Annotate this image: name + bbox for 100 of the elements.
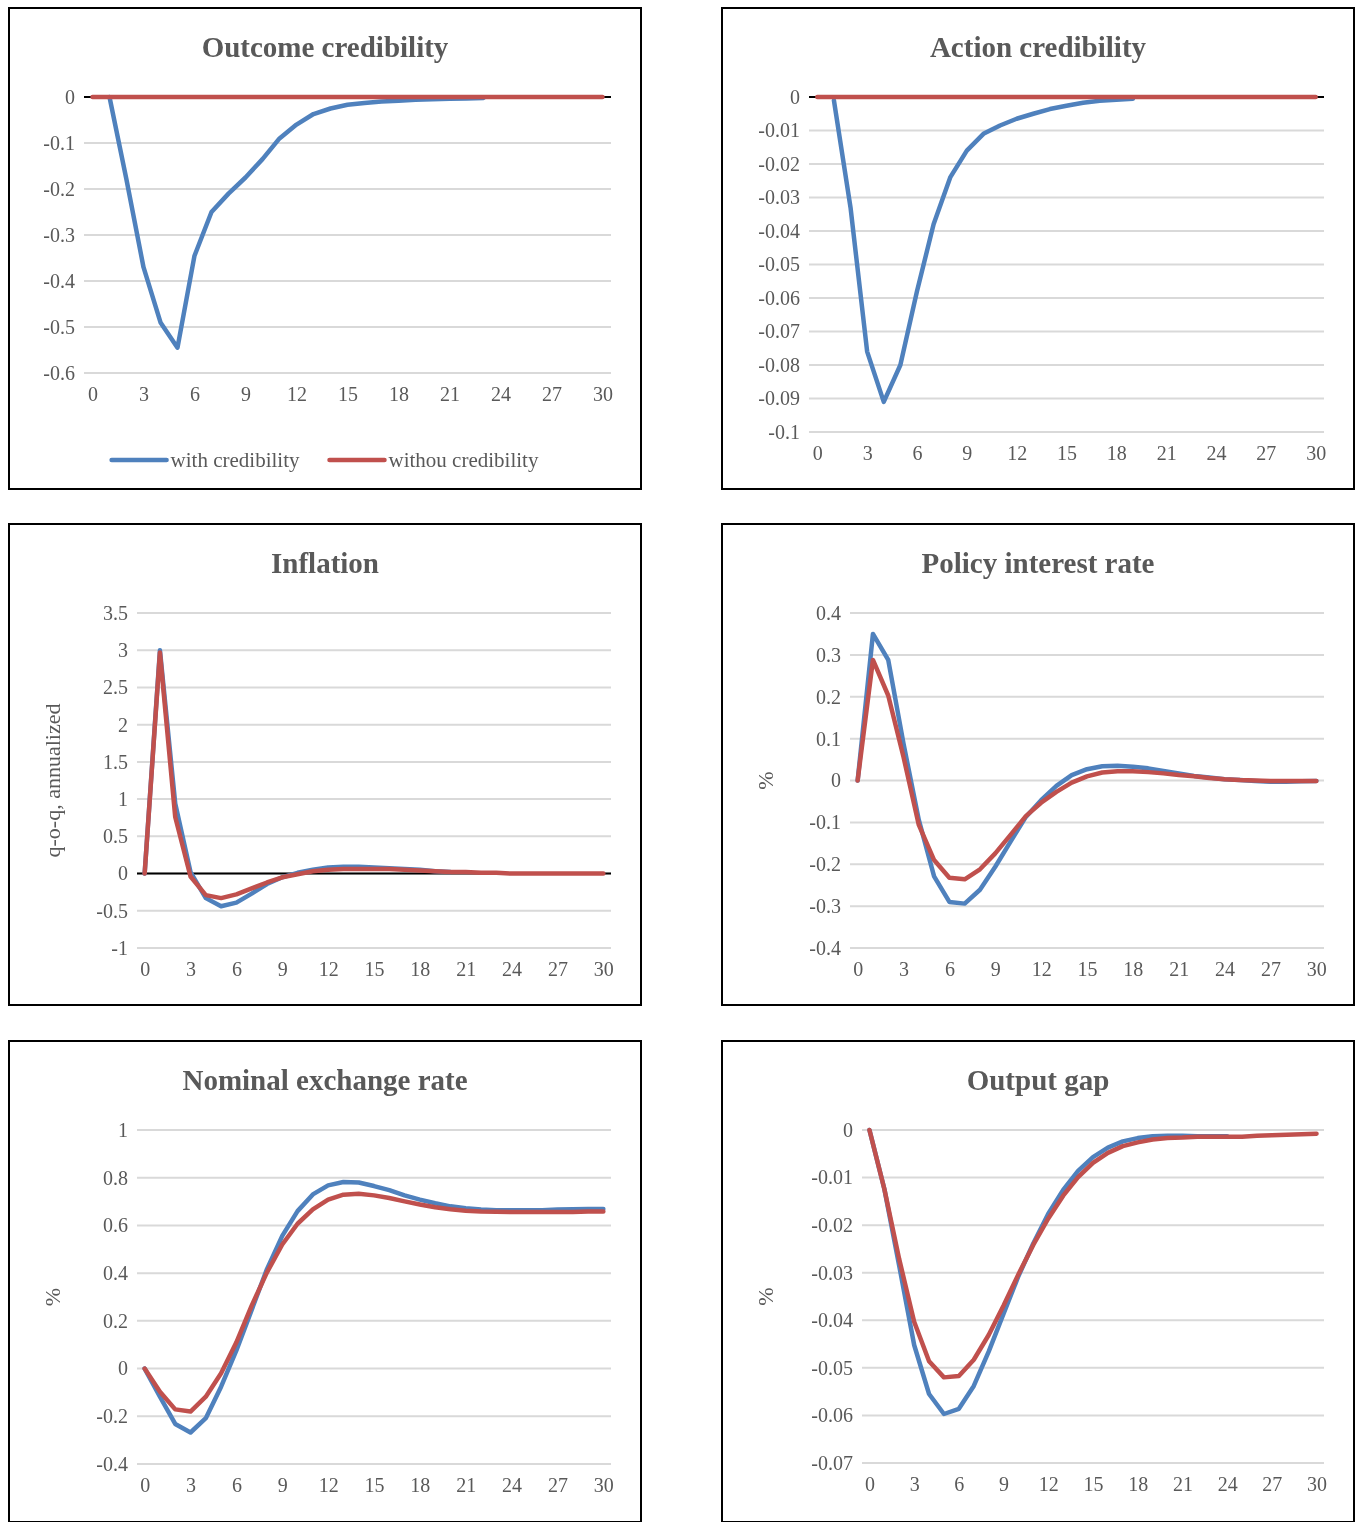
legend-label: with credibility <box>170 448 300 472</box>
y-tick-label: -0.3 <box>43 223 75 246</box>
y-tick-label: 0 <box>118 1357 128 1380</box>
x-tick-label: 24 <box>1217 1473 1238 1496</box>
y-tick-label: 1 <box>118 788 128 811</box>
y-tick-label: -0.3 <box>809 895 841 918</box>
line-series <box>867 1127 1319 1380</box>
legend-label: withou credibility <box>388 448 539 472</box>
x-tick-label: 24 <box>491 383 511 406</box>
y-tick-label: -0.01 <box>811 1166 853 1189</box>
x-tick-label: 21 <box>456 1474 477 1497</box>
y-tick-label: 0.4 <box>103 1262 128 1285</box>
x-tick-label: 30 <box>1306 442 1327 465</box>
y-tick-label: -0.5 <box>96 899 128 922</box>
y-tick-label: 0 <box>831 769 841 792</box>
y-tick-label: 0.2 <box>103 1309 128 1332</box>
y-tick-label: -0.2 <box>809 853 841 876</box>
x-tick-label: 3 <box>139 383 149 406</box>
x-tick-label: 15 <box>364 1474 385 1497</box>
chart-title: Action credibility <box>929 31 1147 63</box>
y-tick-label: -0.6 <box>43 361 75 384</box>
x-tick-label: 18 <box>1123 958 1144 981</box>
y-tick-label: 0 <box>118 862 128 885</box>
x-tick-label: 9 <box>277 958 288 981</box>
x-tick-label: 18 <box>1128 1473 1149 1496</box>
x-tick-label: 30 <box>1307 1473 1328 1496</box>
chart-title: Output gap <box>966 1064 1110 1096</box>
x-tick-label: 6 <box>231 1474 242 1497</box>
x-tick-label: 15 <box>364 958 385 981</box>
x-tick-label: 15 <box>1057 442 1077 465</box>
x-tick-label: 18 <box>410 1474 431 1497</box>
x-tick-label: 6 <box>231 958 242 981</box>
x-tick-label: 3 <box>186 1474 197 1497</box>
y-tick-label: 0.8 <box>103 1166 128 1189</box>
chart-title: Outcome credibility <box>201 31 449 63</box>
chart-title: Inflation <box>271 547 379 579</box>
y-tick-label: -0.4 <box>96 1452 128 1475</box>
x-tick-label: 15 <box>1077 958 1098 981</box>
y-tick-label: -0.06 <box>811 1404 853 1427</box>
x-tick-label: 27 <box>542 383 562 406</box>
x-tick-label: 9 <box>999 1473 1010 1496</box>
x-tick-label: 6 <box>190 383 200 406</box>
chart-title: Nominal exchange rate <box>182 1064 468 1096</box>
x-tick-label: 24 <box>502 958 523 981</box>
y-tick-label: 0 <box>843 1118 853 1141</box>
y-tick-label: -0.1 <box>809 811 841 834</box>
y-tick-label: -0.05 <box>758 253 800 276</box>
y-tick-label: -0.04 <box>811 1309 853 1332</box>
chart-title: Policy interest rate <box>921 547 1155 579</box>
y-tick-label: -0.09 <box>758 387 800 410</box>
y-tick-label: -0.08 <box>758 353 800 376</box>
x-tick-label: 21 <box>1169 958 1190 981</box>
x-tick-label: 21 <box>1156 442 1177 465</box>
y-tick-label: -0.2 <box>96 1405 128 1428</box>
x-tick-label: 0 <box>140 958 151 981</box>
x-tick-label: 15 <box>338 383 358 406</box>
x-tick-label: 24 <box>1215 958 1236 981</box>
x-tick-label: 15 <box>1083 1473 1104 1496</box>
x-tick-label: 6 <box>944 958 955 981</box>
x-tick-label: 12 <box>318 958 339 981</box>
y-tick-label: -0.01 <box>758 119 800 142</box>
y-tick-label: -0.04 <box>758 219 800 242</box>
x-tick-label: 0 <box>864 1473 875 1496</box>
y-tick-label: -0.05 <box>811 1356 853 1379</box>
line-series <box>831 96 1136 405</box>
y-tick-label: 0 <box>65 85 75 108</box>
y-tick-label: -0.06 <box>758 286 800 309</box>
x-tick-label: 30 <box>1306 958 1327 981</box>
y-tick-label: 0.5 <box>103 825 128 848</box>
x-tick-label: 21 <box>440 383 460 406</box>
y-tick-label: 3.5 <box>103 601 128 624</box>
y-tick-label: 0.6 <box>103 1214 128 1237</box>
y-tick-label: 0.4 <box>816 601 841 624</box>
x-tick-label: 27 <box>1260 958 1281 981</box>
y-axis-title: % <box>753 771 778 790</box>
x-tick-label: 18 <box>389 383 409 406</box>
x-tick-label: 27 <box>547 958 568 981</box>
y-tick-label: 1 <box>118 1118 128 1141</box>
x-tick-label: 30 <box>593 383 613 406</box>
x-tick-label: 18 <box>410 958 431 981</box>
line-series <box>142 650 606 901</box>
y-tick-label: 0 <box>790 85 800 108</box>
x-tick-label: 21 <box>1172 1473 1193 1496</box>
x-tick-label: 24 <box>1206 442 1227 465</box>
y-tick-label: -0.02 <box>811 1214 853 1237</box>
x-tick-label: 0 <box>140 1474 151 1497</box>
x-tick-label: 21 <box>456 958 477 981</box>
y-axis-title: q-o-q, annualized <box>40 703 65 858</box>
x-tick-label: 3 <box>899 958 910 981</box>
x-tick-label: 27 <box>1262 1473 1283 1496</box>
y-tick-label: -0.1 <box>43 131 75 154</box>
line-series <box>855 657 1319 882</box>
x-tick-label: 18 <box>1106 442 1127 465</box>
x-tick-label: 12 <box>1007 442 1028 465</box>
y-tick-label: -0.2 <box>43 177 75 200</box>
x-tick-label: 12 <box>287 383 307 406</box>
x-tick-label: 12 <box>1031 958 1052 981</box>
x-tick-label: 6 <box>954 1473 965 1496</box>
x-tick-label: 27 <box>1256 442 1277 465</box>
x-tick-label: 12 <box>318 1474 339 1497</box>
